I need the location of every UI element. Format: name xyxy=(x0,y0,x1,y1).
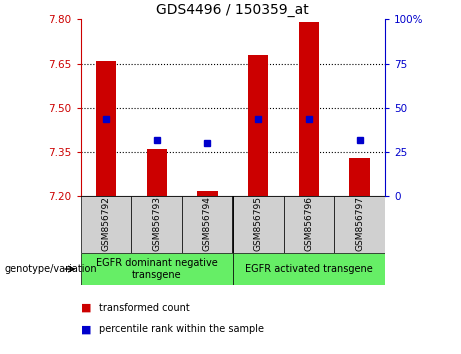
Text: GSM856792: GSM856792 xyxy=(101,196,111,251)
Bar xyxy=(349,158,370,196)
Text: EGFR activated transgene: EGFR activated transgene xyxy=(245,264,373,274)
Text: GSM856797: GSM856797 xyxy=(355,196,364,251)
Text: EGFR dominant negative
transgene: EGFR dominant negative transgene xyxy=(96,258,218,280)
Bar xyxy=(197,190,218,196)
Bar xyxy=(233,196,284,253)
Title: GDS4496 / 150359_at: GDS4496 / 150359_at xyxy=(156,3,309,17)
Bar xyxy=(147,149,167,196)
Bar xyxy=(233,253,385,285)
Text: percentile rank within the sample: percentile rank within the sample xyxy=(99,324,264,334)
Text: GSM856796: GSM856796 xyxy=(304,196,313,251)
Text: transformed count: transformed count xyxy=(99,303,190,313)
Bar xyxy=(182,196,233,253)
Text: ■: ■ xyxy=(81,303,91,313)
Bar xyxy=(334,196,385,253)
Bar xyxy=(284,196,334,253)
Text: GSM856794: GSM856794 xyxy=(203,196,212,251)
Text: GSM856793: GSM856793 xyxy=(152,196,161,251)
Bar xyxy=(248,55,268,196)
Bar xyxy=(299,22,319,196)
Bar xyxy=(131,196,182,253)
Text: ■: ■ xyxy=(81,324,91,334)
Bar xyxy=(96,61,116,196)
Text: GSM856795: GSM856795 xyxy=(254,196,263,251)
Text: genotype/variation: genotype/variation xyxy=(5,264,97,274)
Bar xyxy=(81,196,131,253)
Bar xyxy=(81,253,233,285)
